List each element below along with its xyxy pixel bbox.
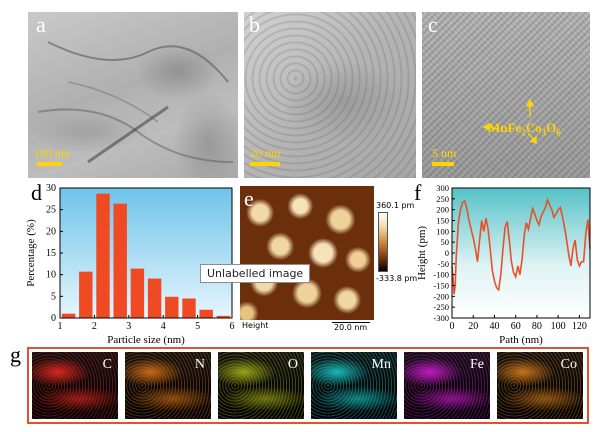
eds-element-label: Fe (470, 357, 484, 372)
x-tick-label: 120 (572, 321, 587, 332)
panel-letter-b: b (249, 12, 260, 37)
y-tick-label: -150 (433, 281, 449, 291)
x-tick-label: 5 (195, 321, 200, 332)
histogram-bar (61, 313, 76, 318)
x-tick-label: 3 (126, 321, 131, 332)
y-tick-label: -200 (433, 291, 449, 301)
eds-map-n: N (125, 352, 211, 419)
y-tick-label: 20 (46, 226, 56, 237)
eds-map-co: Co (497, 352, 583, 419)
eds-map-o: O (218, 352, 304, 419)
x-tick-label: 1 (58, 321, 63, 332)
y-tick-label: 0 (51, 313, 56, 324)
y-tick-label: 50 (441, 237, 450, 247)
afm-image (240, 186, 374, 320)
scale-bar-c (432, 162, 454, 166)
y-tick-label: 100 (436, 226, 449, 236)
scale-label-c: 5 nm (432, 146, 457, 160)
eds-maps-frame (27, 347, 589, 424)
afm-scale-bar (332, 322, 370, 323)
x-tick-label: 40 (489, 321, 499, 332)
panel-letter-c: c (428, 12, 438, 37)
histogram-bar (165, 296, 179, 318)
x-axis-title: Path (nm) (499, 334, 543, 346)
scale-label-b: 20 nm (250, 146, 281, 160)
profile-plot-area (452, 188, 590, 318)
y-tick-label: -100 (433, 270, 449, 280)
height-profile-line (451, 197, 591, 295)
y-tick-label: 5 (51, 291, 56, 302)
histogram-bar (182, 298, 196, 318)
panel-letter-a: a (36, 12, 46, 37)
y-tick-label: 25 (46, 205, 56, 216)
y-tick-label: 0 (445, 248, 449, 258)
eds-element-label: N (194, 357, 205, 372)
y-tick-label: -300 (433, 313, 449, 323)
histogram-bar (216, 315, 231, 318)
histogram-bar (199, 309, 213, 318)
tem-a-texture (37, 41, 234, 164)
eds-element-label: Mn (371, 357, 391, 372)
scale-bar-a (37, 162, 62, 166)
eds-element-label: O (287, 357, 298, 372)
afm-scale-label: 20.0 nm (334, 323, 368, 332)
y-tick-label: 150 (436, 216, 449, 226)
x-tick-label: 0 (450, 321, 455, 332)
phase-label: MnFe2Co3O6 (488, 120, 561, 138)
panel-letter-e: e (244, 186, 254, 211)
histogram-bar (96, 193, 110, 318)
histogram-bar (79, 271, 93, 318)
eds-element-label: Co (560, 357, 577, 372)
y-tick-label: -250 (433, 302, 449, 312)
x-tick-label: 2 (92, 321, 97, 332)
eds-element-label: C (102, 357, 112, 372)
afm-footer: Height 20.0 nm (240, 320, 374, 332)
histogram-bar (130, 268, 145, 318)
afm-channel-label: Height (242, 321, 269, 330)
panel-letter-f: f (414, 180, 422, 205)
scale-bar-b (250, 162, 280, 166)
x-tick-label: 20 (468, 321, 478, 332)
x-axis-title: Particle size (nm) (107, 334, 185, 346)
histogram-bar (147, 278, 162, 318)
y-tick-label: 10 (46, 270, 56, 281)
colorbar-max-label: 360.1 pm (376, 201, 415, 210)
tem-image-c (422, 12, 590, 178)
colorbar-min-label: -333.8 pm (376, 274, 418, 283)
histogram-bar (113, 203, 127, 318)
y-tick-label: -50 (438, 259, 449, 269)
x-tick-label: 100 (551, 321, 566, 332)
unlabelled-image-tooltip: Unlabelled image (200, 264, 311, 283)
tem-image-b (244, 12, 416, 178)
eds-map-mn: Mn (311, 352, 397, 419)
x-tick-label: 6 (230, 321, 235, 332)
x-tick-label: 80 (532, 321, 542, 332)
y-tick-label: 15 (46, 248, 56, 259)
y-axis-title: Height (pm) (416, 226, 428, 280)
y-tick-label: 300 (436, 183, 449, 193)
x-tick-label: 4 (161, 321, 166, 332)
scale-label-a: 100 nm (34, 146, 71, 160)
y-axis-title: Percentage (%) (25, 219, 37, 287)
tem-image-a (28, 12, 238, 178)
x-tick-label: 60 (511, 321, 521, 332)
eds-map-c: C (32, 352, 118, 419)
y-tick-label: 30 (46, 183, 56, 194)
y-tick-label: 200 (436, 205, 449, 215)
panel-letter-g: g (10, 342, 21, 367)
panel-letter-d: d (31, 180, 42, 205)
eds-map-fe: Fe (404, 352, 490, 419)
colorbar (378, 212, 388, 272)
y-tick-label: 250 (436, 194, 449, 204)
